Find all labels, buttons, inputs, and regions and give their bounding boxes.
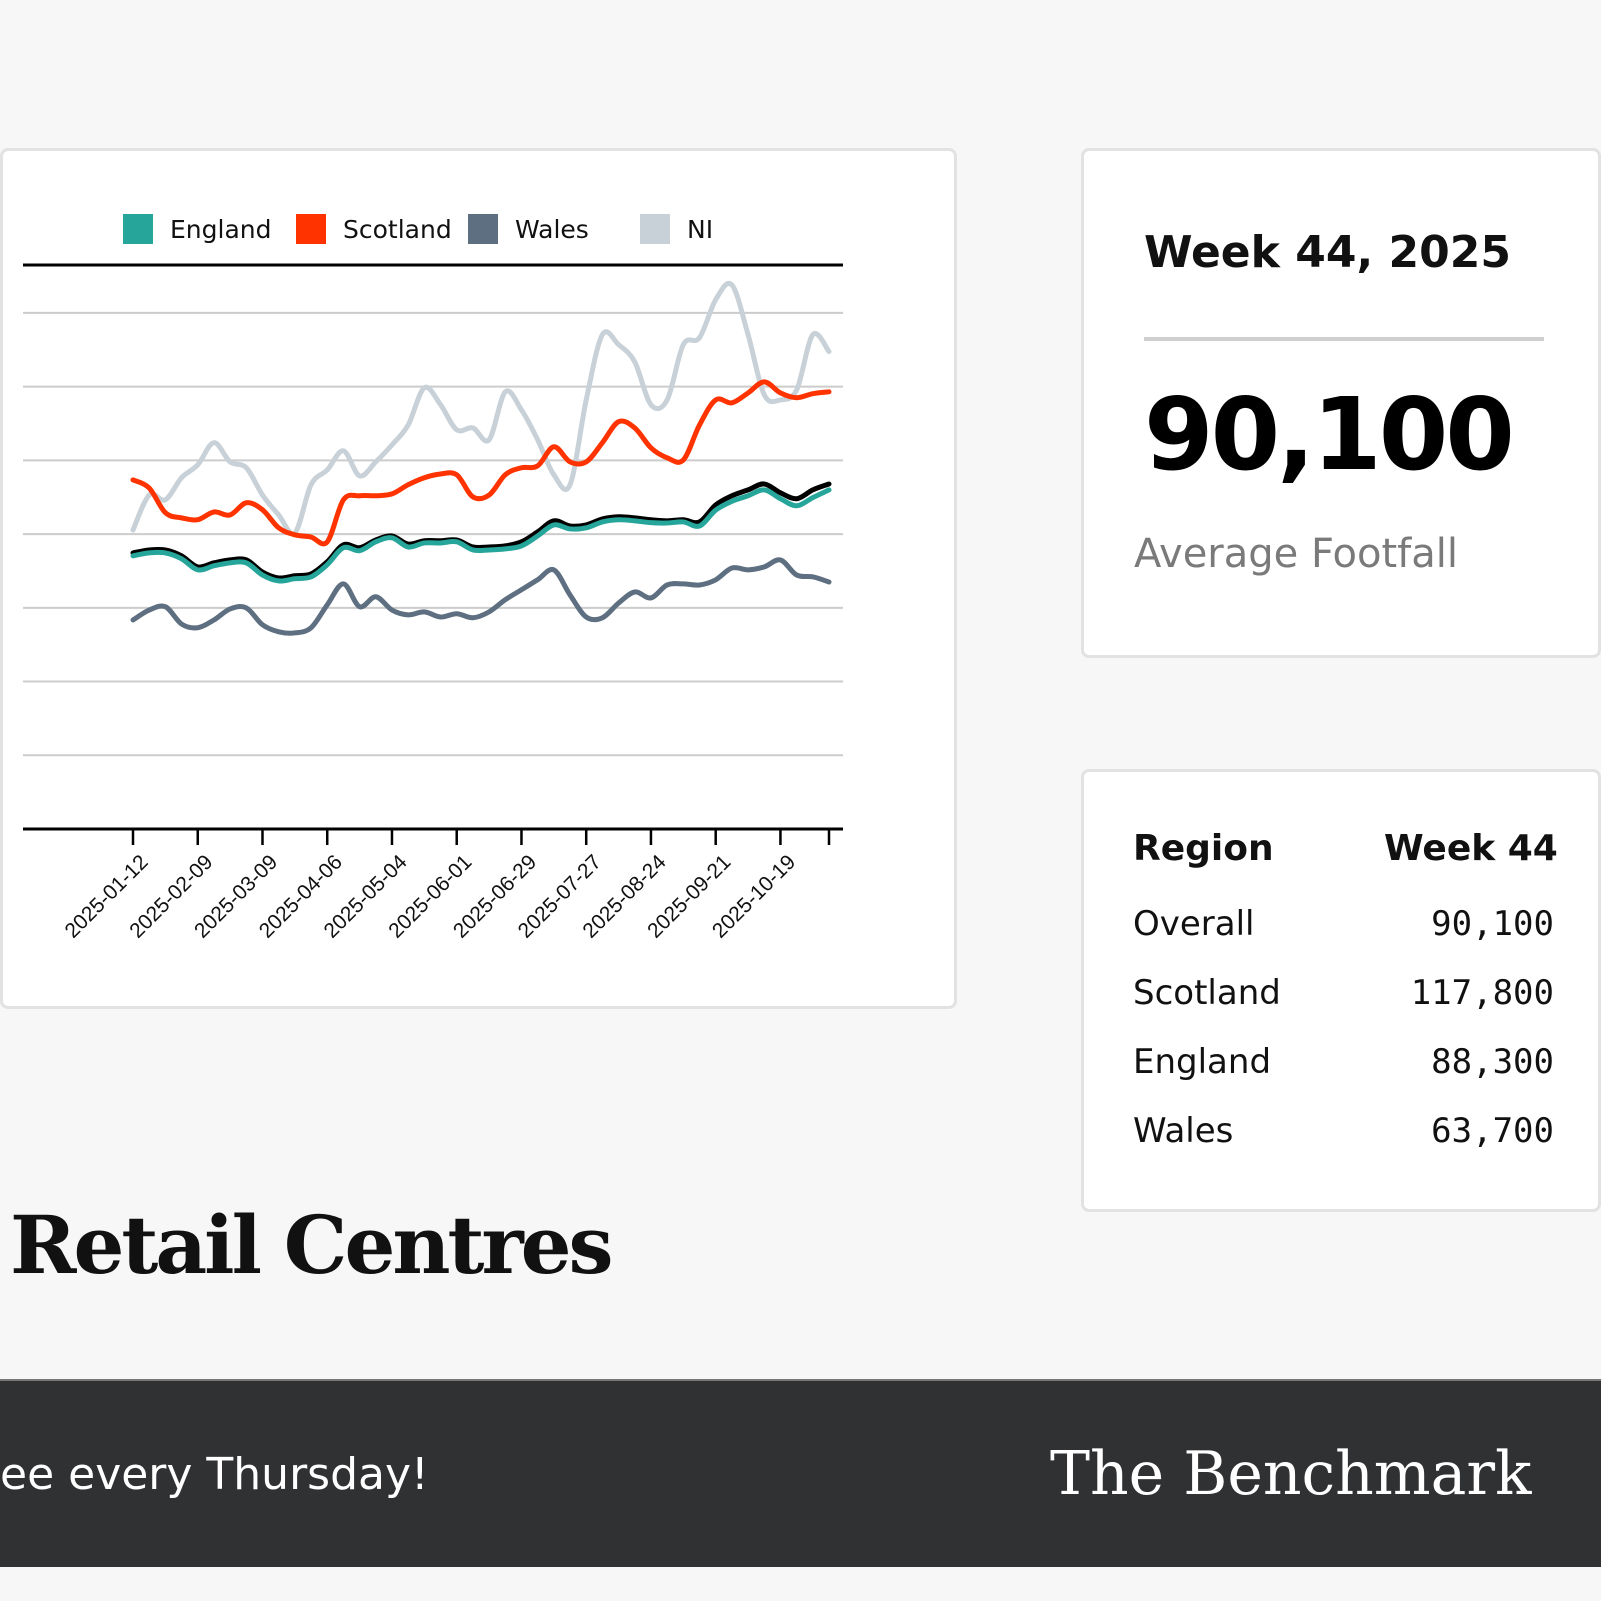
legend-label: Scotland — [343, 214, 452, 244]
kpi-title: Week 44, 2025 — [1144, 227, 1511, 278]
table-cell-region: Overall — [1133, 904, 1255, 944]
series-line-overall — [130, 481, 832, 581]
legend-label: Wales — [515, 214, 589, 244]
table-header-region: Region — [1133, 828, 1274, 869]
footer-tagline: ee every Thursday! — [0, 1449, 429, 1500]
table-cell-value: 88,300 — [1431, 1042, 1554, 1082]
table-cell-region: England — [1133, 1042, 1272, 1082]
series-line-england — [130, 487, 832, 584]
legend-item-ni: NI — [640, 214, 713, 244]
legend-item-wales: Wales — [468, 214, 589, 244]
table-header-week: Week 44 — [1384, 828, 1558, 869]
series-line-scotland — [130, 379, 832, 547]
table-cell-value: 63,700 — [1431, 1111, 1554, 1151]
table-cell-region: Scotland — [1133, 973, 1281, 1013]
region-table: Region Week 44 Overall 90,100 Scotland 1… — [1081, 769, 1601, 1212]
kpi-value: 90,100 — [1144, 376, 1515, 493]
chart-card: 2025-01-12 2025-02-09 2025-03-09 2025-04-06… — [0, 148, 957, 1009]
divider — [1144, 337, 1544, 341]
brand-logo-text: The Benchmark — [1050, 1439, 1532, 1509]
kpi-card: Week 44, 2025 90,100 Average Footfall — [1081, 148, 1601, 658]
line-chart: 2025-01-122025-02-092025-03-092025-04-06… — [23, 263, 843, 943]
footer-banner: ee every Thursday! The Benchmark — [0, 1379, 1601, 1567]
legend-swatch — [468, 214, 498, 244]
legend-swatch — [640, 214, 670, 244]
page-title: Retail Centres — [10, 1198, 614, 1292]
kpi-label: Average Footfall — [1134, 531, 1459, 577]
table-cell-value: 90,100 — [1431, 904, 1554, 944]
series-line-ni — [130, 281, 832, 537]
legend-item-scotland: Scotland — [296, 214, 452, 244]
table-cell-region: Wales — [1133, 1111, 1234, 1151]
legend-swatch — [123, 214, 153, 244]
legend-item-england: England — [123, 214, 272, 244]
legend-label: England — [170, 214, 272, 244]
series-line-wales — [130, 557, 832, 636]
legend-label: NI — [687, 214, 714, 244]
legend-swatch — [296, 214, 326, 244]
table-cell-value: 117,800 — [1410, 973, 1554, 1013]
